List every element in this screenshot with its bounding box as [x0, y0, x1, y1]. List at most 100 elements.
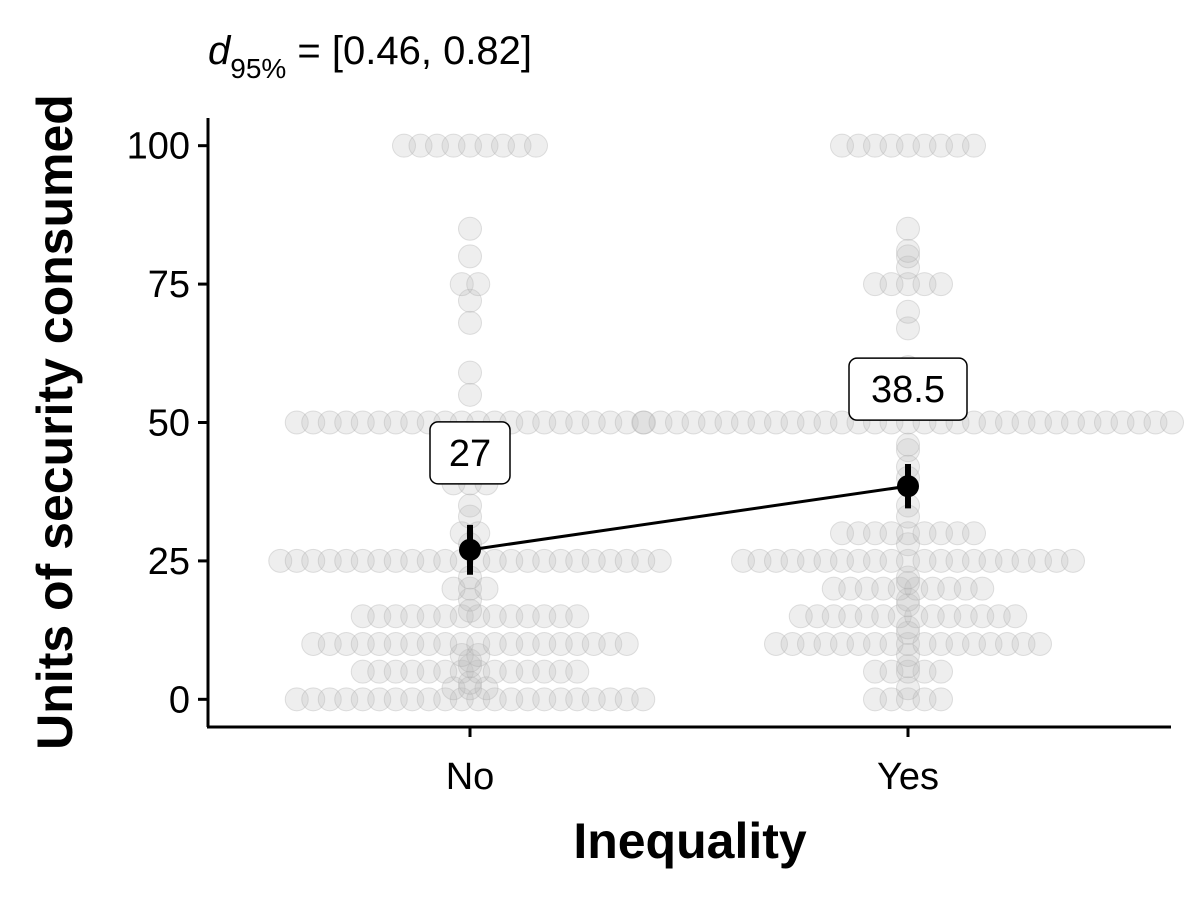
data-point	[458, 576, 482, 601]
data-point	[507, 133, 532, 158]
data-point	[350, 687, 375, 712]
data-point	[441, 133, 466, 158]
data-point	[367, 631, 392, 656]
data-point	[408, 133, 433, 158]
data-point	[846, 631, 871, 656]
data-point	[334, 410, 359, 435]
data-point	[945, 548, 970, 573]
data-point	[458, 648, 482, 673]
data-point	[896, 654, 920, 679]
mean-connector-line	[469, 484, 909, 552]
data-point	[912, 521, 937, 546]
data-point	[797, 410, 821, 435]
data-point	[334, 548, 359, 573]
data-point	[598, 548, 623, 573]
data-point	[1028, 410, 1052, 435]
data-point	[532, 631, 557, 656]
data-point	[632, 410, 656, 435]
data-point	[764, 410, 788, 435]
data-point	[367, 659, 392, 684]
data-point	[416, 659, 441, 684]
data-point	[301, 631, 326, 656]
data-point	[515, 687, 540, 712]
y-axis-title: Units of security consumed	[27, 94, 83, 750]
data-point	[433, 548, 458, 573]
data-point	[433, 631, 458, 656]
data-point	[945, 631, 970, 656]
data-point	[367, 687, 392, 712]
data-point	[863, 548, 887, 573]
data-point	[416, 687, 441, 712]
data-point	[317, 410, 342, 435]
data-point	[805, 604, 830, 629]
data-point	[731, 548, 755, 573]
data-point	[896, 587, 920, 612]
data-point	[499, 548, 524, 573]
data-point	[879, 133, 904, 158]
y-tick-label: 25	[148, 541, 190, 583]
mean-label: 38.5	[871, 369, 945, 411]
data-point	[788, 604, 813, 629]
data-point	[863, 272, 887, 297]
data-point	[912, 659, 937, 684]
data-point	[863, 631, 887, 656]
data-point	[929, 631, 953, 656]
data-point	[896, 565, 920, 590]
data-point	[482, 548, 507, 573]
data-point	[647, 548, 672, 573]
data-point	[458, 587, 482, 612]
data-point	[1028, 631, 1052, 656]
data-point	[284, 410, 309, 435]
data-point	[970, 604, 995, 629]
data-point	[1077, 410, 1102, 435]
data-point	[317, 631, 342, 656]
data-point	[764, 631, 788, 656]
data-point	[614, 548, 639, 573]
data-point	[879, 687, 904, 712]
data-point	[863, 133, 887, 158]
data-point	[879, 548, 904, 573]
data-point	[846, 548, 871, 573]
data-point	[499, 687, 524, 712]
data-point	[565, 631, 590, 656]
data-point	[367, 604, 392, 629]
data-point	[474, 133, 499, 158]
data-point	[1160, 410, 1184, 435]
data-point	[548, 410, 573, 435]
data-point	[978, 548, 1003, 573]
data-point	[945, 521, 970, 546]
data-point	[970, 576, 995, 601]
data-point	[532, 687, 557, 712]
data-point	[565, 548, 590, 573]
data-point	[458, 670, 482, 695]
data-point	[433, 659, 458, 684]
data-point	[1011, 631, 1036, 656]
data-point	[1028, 548, 1052, 573]
data-point	[499, 604, 524, 629]
data-point	[813, 410, 838, 435]
data-point	[565, 687, 590, 712]
data-point	[367, 548, 392, 573]
data-point	[896, 299, 920, 324]
data-point	[474, 576, 499, 601]
data-point	[879, 272, 904, 297]
data-point	[780, 548, 805, 573]
data-point	[548, 604, 573, 629]
data-point	[714, 410, 739, 435]
data-point	[962, 548, 986, 573]
data-point	[912, 631, 937, 656]
data-point	[433, 687, 458, 712]
data-point	[548, 548, 573, 573]
data-point	[581, 410, 606, 435]
data-point	[548, 631, 573, 656]
data-point	[978, 631, 1003, 656]
data-point	[466, 643, 491, 668]
data-point	[449, 659, 474, 684]
data-point	[698, 410, 722, 435]
data-point	[904, 604, 929, 629]
data-point	[846, 133, 871, 158]
data-point	[400, 410, 425, 435]
data-point	[524, 133, 548, 158]
data-point	[896, 593, 920, 618]
data-point	[813, 548, 838, 573]
